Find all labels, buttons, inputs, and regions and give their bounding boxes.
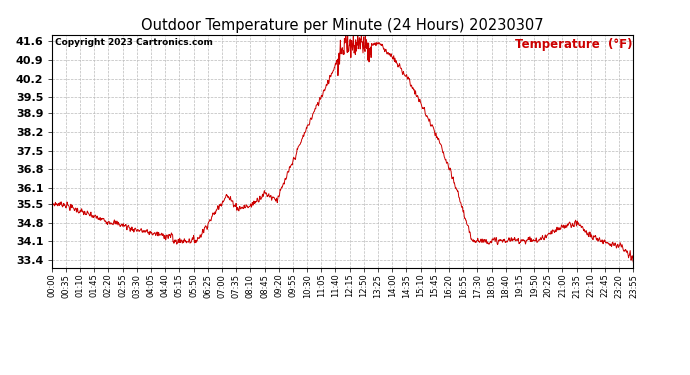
Title: Outdoor Temperature per Minute (24 Hours) 20230307: Outdoor Temperature per Minute (24 Hours… — [141, 18, 544, 33]
Text: Copyright 2023 Cartronics.com: Copyright 2023 Cartronics.com — [55, 38, 213, 47]
Text: Temperature  (°F): Temperature (°F) — [515, 38, 632, 51]
